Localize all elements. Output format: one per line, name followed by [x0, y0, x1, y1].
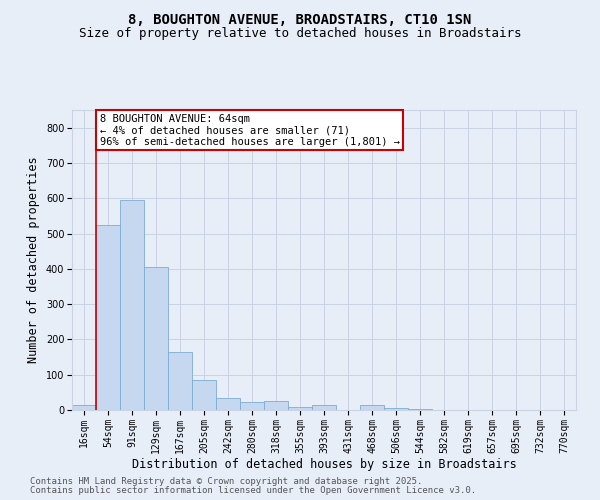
Text: Contains HM Land Registry data © Crown copyright and database right 2025.: Contains HM Land Registry data © Crown c… — [30, 477, 422, 486]
Text: Contains public sector information licensed under the Open Government Licence v3: Contains public sector information licen… — [30, 486, 476, 495]
Bar — [192, 380, 216, 410]
Bar — [72, 404, 96, 410]
Bar — [216, 398, 240, 410]
Bar — [120, 200, 144, 410]
Bar — [168, 352, 192, 410]
Y-axis label: Number of detached properties: Number of detached properties — [28, 156, 40, 364]
Bar — [240, 402, 264, 410]
Bar — [144, 267, 168, 410]
X-axis label: Distribution of detached houses by size in Broadstairs: Distribution of detached houses by size … — [131, 458, 517, 471]
Text: 8 BOUGHTON AVENUE: 64sqm
← 4% of detached houses are smaller (71)
96% of semi-de: 8 BOUGHTON AVENUE: 64sqm ← 4% of detache… — [100, 114, 400, 146]
Bar — [360, 405, 384, 410]
Bar — [264, 401, 288, 410]
Bar — [96, 224, 120, 410]
Text: Size of property relative to detached houses in Broadstairs: Size of property relative to detached ho… — [79, 28, 521, 40]
Bar — [384, 408, 408, 410]
Bar — [312, 406, 336, 410]
Bar — [288, 407, 312, 410]
Text: 8, BOUGHTON AVENUE, BROADSTAIRS, CT10 1SN: 8, BOUGHTON AVENUE, BROADSTAIRS, CT10 1S… — [128, 12, 472, 26]
